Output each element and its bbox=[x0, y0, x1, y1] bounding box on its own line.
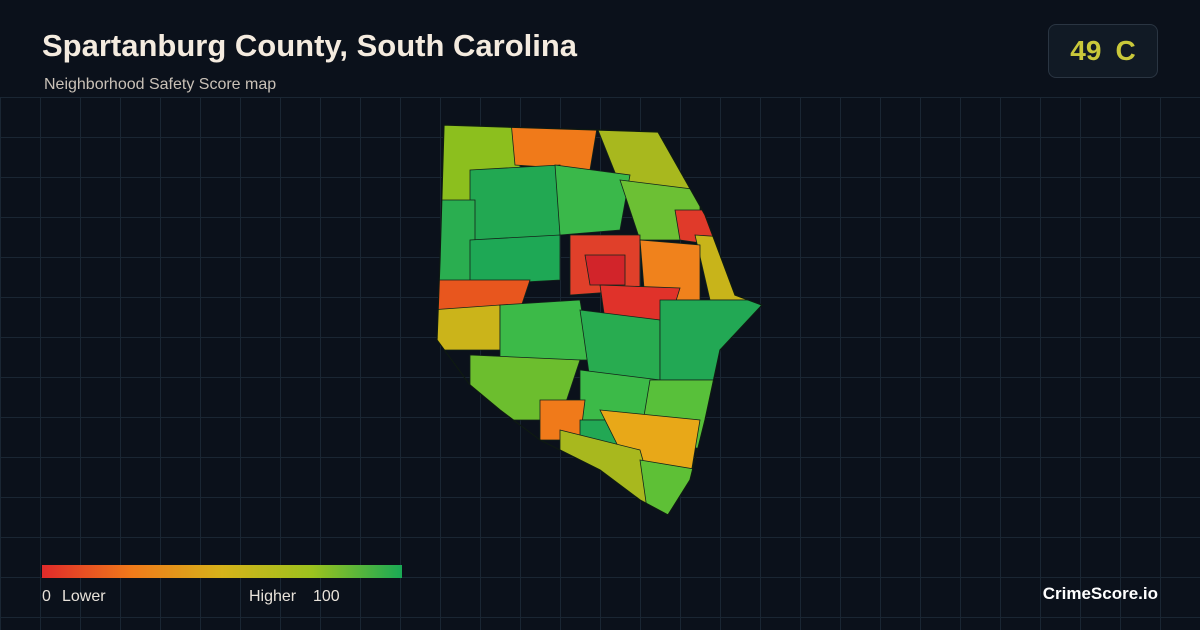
legend-max-label: Higher bbox=[249, 588, 297, 605]
neighborhoods bbox=[437, 125, 762, 515]
legend-gradient bbox=[42, 565, 402, 578]
score-grade: C bbox=[1115, 35, 1136, 66]
legend-min: 0 bbox=[42, 588, 51, 605]
score-badge: 49 C bbox=[1048, 24, 1158, 78]
legend-min-label: Lower bbox=[62, 588, 106, 605]
score-value: 49 bbox=[1070, 35, 1102, 66]
legend-max: 100 bbox=[313, 588, 340, 605]
brand: CrimeScore.io bbox=[1042, 584, 1158, 603]
title: Spartanburg County, South Carolina bbox=[42, 28, 578, 63]
county-outline bbox=[436, 124, 764, 516]
subtitle: Neighborhood Safety Score map bbox=[44, 76, 277, 93]
